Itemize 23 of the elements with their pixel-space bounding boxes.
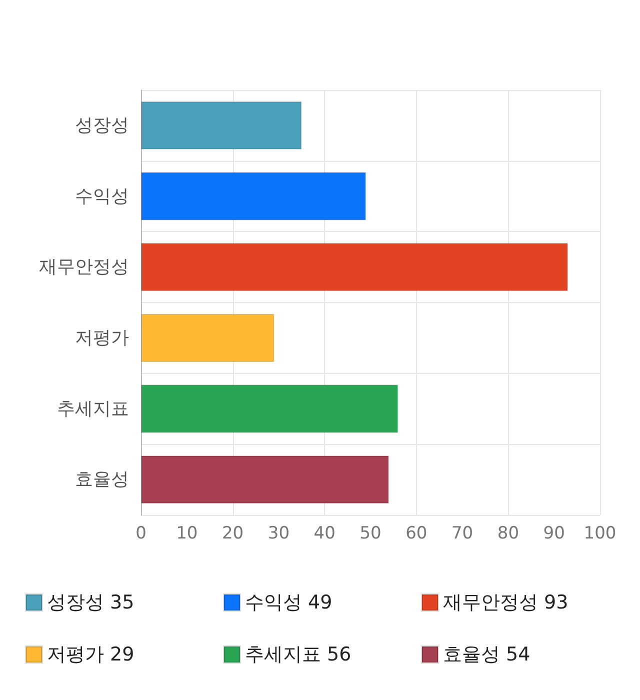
y-tick-label: 효율성 xyxy=(75,469,129,490)
legend-label: 수익성 49 xyxy=(245,592,332,614)
x-tick-label: 10 xyxy=(176,524,198,544)
legend-label: 성장성 35 xyxy=(47,592,134,614)
x-tick-label: 60 xyxy=(406,524,428,544)
x-tick-label: 40 xyxy=(314,524,336,544)
x-tick-label: 90 xyxy=(543,524,565,544)
y-tick-label: 성장성 xyxy=(75,114,129,136)
x-tick-label: 0 xyxy=(136,524,146,544)
y-tick-label: 추세지표 xyxy=(57,398,129,420)
legend-label: 저평가 29 xyxy=(47,644,134,666)
x-tick-label: 70 xyxy=(451,524,474,544)
x-tick-label: 80 xyxy=(497,524,520,544)
x-tick-label: 100 xyxy=(584,524,616,544)
legend-label: 효율성 54 xyxy=(443,644,530,666)
legend-label: 추세지표 56 xyxy=(245,644,352,666)
y-tick-label: 수익성 xyxy=(75,186,129,207)
y-tick-label: 재무안정성 xyxy=(39,256,129,278)
x-tick-label: 20 xyxy=(222,524,244,544)
y-tick-label: 저평가 xyxy=(75,327,129,348)
x-tick-label: 30 xyxy=(268,524,290,544)
x-tick-label: 50 xyxy=(360,524,382,544)
legend-label: 재무안정성 93 xyxy=(443,592,568,614)
